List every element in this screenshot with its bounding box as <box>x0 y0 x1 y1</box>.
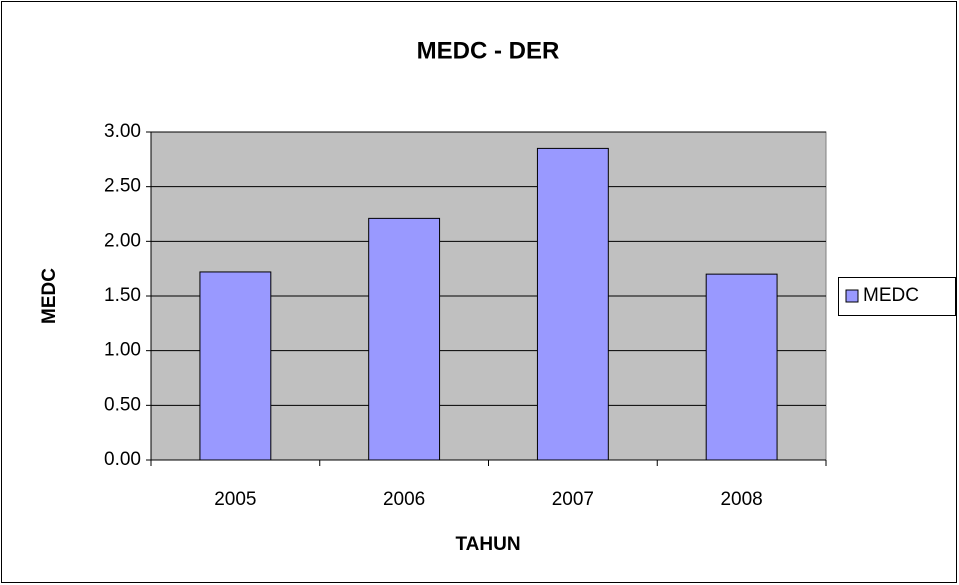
y-tick-label: 2.50 <box>104 176 141 197</box>
y-tick-label: 0.00 <box>104 449 141 470</box>
x-tick-label: 2005 <box>214 489 256 510</box>
bar <box>199 271 272 461</box>
y-tick-label: 2.00 <box>104 230 141 251</box>
y-tick-label: 1.00 <box>104 340 141 361</box>
bar <box>536 147 609 461</box>
x-tick-label: 2008 <box>720 489 762 510</box>
y-tick-label: 0.50 <box>104 394 141 415</box>
bar <box>368 217 441 461</box>
x-tick-label: 2006 <box>383 489 425 510</box>
legend-label: MEDC <box>863 285 919 306</box>
bar <box>705 273 778 461</box>
legend-swatch <box>845 289 859 303</box>
x-tick-label: 2007 <box>552 489 594 510</box>
chart-title: MEDC - DER <box>417 37 560 64</box>
y-tick-label: 1.50 <box>104 285 141 306</box>
y-tick-label: 3.00 <box>104 121 141 142</box>
y-axis-label: MEDC <box>39 268 60 324</box>
x-axis-label: TAHUN <box>455 534 520 555</box>
